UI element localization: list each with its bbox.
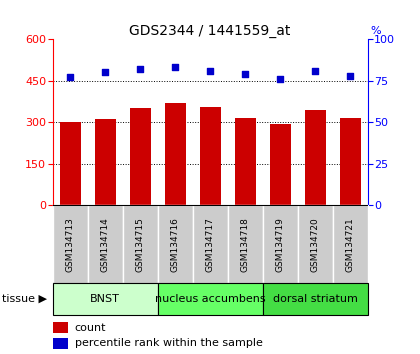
Text: GSM134719: GSM134719 <box>276 217 284 272</box>
Bar <box>60 122 81 205</box>
Bar <box>52 322 68 333</box>
Bar <box>87 205 123 283</box>
Point <box>102 69 108 75</box>
Text: GSM134720: GSM134720 <box>310 217 320 272</box>
Bar <box>228 205 262 283</box>
Bar <box>339 118 360 205</box>
Text: GSM134716: GSM134716 <box>171 217 179 272</box>
Text: GSM134714: GSM134714 <box>100 217 110 272</box>
Text: GSM134718: GSM134718 <box>241 217 249 272</box>
Text: BNST: BNST <box>90 294 120 304</box>
Text: GSM134713: GSM134713 <box>66 217 74 272</box>
Bar <box>52 338 68 349</box>
Bar <box>52 283 158 315</box>
Bar <box>94 119 116 205</box>
Point <box>172 64 178 70</box>
Bar <box>165 103 186 205</box>
Point <box>277 76 284 82</box>
Bar <box>123 205 158 283</box>
Point <box>346 73 353 78</box>
Text: count: count <box>75 322 106 332</box>
Bar <box>270 124 291 205</box>
Bar <box>304 110 326 205</box>
Text: tissue ▶: tissue ▶ <box>2 294 47 304</box>
Point <box>67 74 74 80</box>
Bar <box>52 205 87 283</box>
Text: %: % <box>370 26 381 36</box>
Bar <box>297 205 333 283</box>
Bar <box>333 205 368 283</box>
Bar <box>234 118 255 205</box>
Text: GSM134721: GSM134721 <box>346 217 354 272</box>
Bar <box>192 205 228 283</box>
Bar <box>158 205 192 283</box>
Text: nucleus accumbens: nucleus accumbens <box>155 294 265 304</box>
Point <box>312 68 318 73</box>
Bar <box>262 283 368 315</box>
Title: GDS2344 / 1441559_at: GDS2344 / 1441559_at <box>129 24 291 38</box>
Text: GSM134715: GSM134715 <box>136 217 144 272</box>
Text: GSM134717: GSM134717 <box>205 217 215 272</box>
Bar <box>200 107 221 205</box>
Point <box>241 71 248 77</box>
Bar <box>129 108 150 205</box>
Bar <box>262 205 297 283</box>
Point <box>136 66 143 72</box>
Text: percentile rank within the sample: percentile rank within the sample <box>75 338 262 348</box>
Point <box>207 68 213 73</box>
Text: dorsal striatum: dorsal striatum <box>273 294 357 304</box>
Bar <box>158 283 262 315</box>
